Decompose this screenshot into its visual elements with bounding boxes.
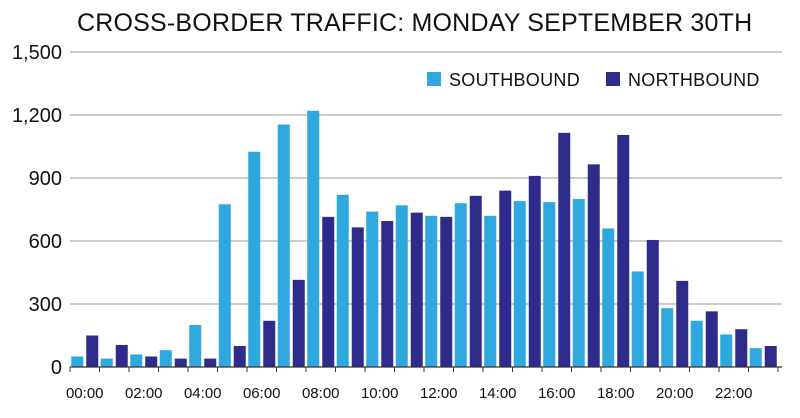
legend-swatch	[606, 72, 620, 86]
x-axis: 00:00 02:00 04:00 06:00 08:00 10:00 12:00 14:00…	[66, 366, 782, 402]
northbound-bar	[292, 279, 305, 367]
northbound-bar	[410, 212, 423, 367]
y-tick-label: 1,200	[12, 105, 62, 127]
northbound-bar	[174, 358, 187, 367]
southbound-bar	[690, 320, 703, 367]
northbound-bar	[381, 221, 394, 367]
northbound-bar	[528, 175, 541, 367]
legend-label: NORTHBOUND	[628, 70, 760, 90]
legend: SOUTHBOUND NORTHBOUND	[427, 70, 760, 90]
bars	[71, 110, 777, 368]
x-tick-label: 04:00	[184, 385, 222, 402]
northbound-bar	[233, 346, 246, 367]
x-tick-label: 20:00	[656, 385, 694, 402]
y-tick-label: 900	[29, 168, 62, 190]
northbound-bar	[440, 216, 453, 367]
northbound-bar	[676, 280, 689, 367]
northbound-bar	[617, 134, 630, 367]
x-tick-label: 22:00	[715, 385, 753, 402]
southbound-bar	[189, 325, 202, 367]
y-tick-label: 1,500	[12, 42, 62, 64]
northbound-bar	[587, 164, 600, 367]
southbound-bar	[130, 354, 143, 367]
legend-swatch	[427, 72, 441, 86]
southbound-bar	[425, 215, 438, 367]
y-tick-label: 600	[29, 231, 62, 253]
x-tick-label: 18:00	[597, 385, 635, 402]
x-tick-label: 00:00	[66, 385, 104, 402]
northbound-bar	[735, 329, 748, 367]
southbound-bar	[749, 348, 762, 367]
southbound-bar	[307, 110, 320, 368]
legend-label: SOUTHBOUND	[449, 70, 580, 90]
x-tick-label: 02:00	[125, 385, 163, 402]
southbound-bar	[602, 228, 615, 367]
southbound-bar	[100, 358, 113, 367]
x-tick-label: 06:00	[243, 385, 281, 402]
southbound-bar	[543, 202, 556, 367]
northbound-bar	[705, 311, 718, 367]
y-axis: 0 300 600 900 1,200 1,500	[12, 42, 62, 379]
northbound-bar	[204, 358, 217, 367]
x-tick-label: 14:00	[479, 385, 517, 402]
southbound-bar	[395, 205, 408, 367]
northbound-bar	[322, 216, 335, 367]
northbound-bar	[263, 320, 276, 367]
y-tick-label: 300	[29, 294, 62, 316]
x-tick-label: 10:00	[361, 385, 399, 402]
southbound-bar	[513, 201, 526, 367]
northbound-bar	[115, 344, 128, 367]
southbound-bar	[631, 271, 644, 367]
southbound-bar	[336, 194, 349, 367]
southbound-bar	[454, 203, 467, 367]
southbound-bar	[572, 199, 585, 367]
southbound-bar	[71, 356, 84, 367]
southbound-bar	[277, 124, 290, 367]
northbound-bar	[764, 346, 777, 367]
southbound-bar	[218, 204, 231, 367]
x-tick-label: 16:00	[538, 385, 576, 402]
northbound-bar	[86, 335, 99, 367]
southbound-bar	[248, 151, 261, 367]
northbound-bar	[499, 190, 512, 367]
southbound-bar	[661, 308, 674, 367]
northbound-bar	[558, 132, 571, 367]
y-tick-label: 0	[51, 357, 62, 379]
northbound-bar	[646, 239, 659, 367]
northbound-bar	[469, 195, 482, 367]
x-tick-label: 08:00	[302, 385, 340, 402]
southbound-bar	[159, 350, 172, 367]
northbound-bar	[145, 356, 158, 367]
southbound-bar	[720, 334, 733, 367]
northbound-bar	[351, 227, 364, 367]
x-tick-label: 12:00	[420, 385, 458, 402]
chart-title: CROSS-BORDER TRAFFIC: MONDAY SEPTEMBER 3…	[77, 9, 753, 37]
southbound-bar	[366, 211, 379, 367]
southbound-bar	[484, 215, 497, 367]
